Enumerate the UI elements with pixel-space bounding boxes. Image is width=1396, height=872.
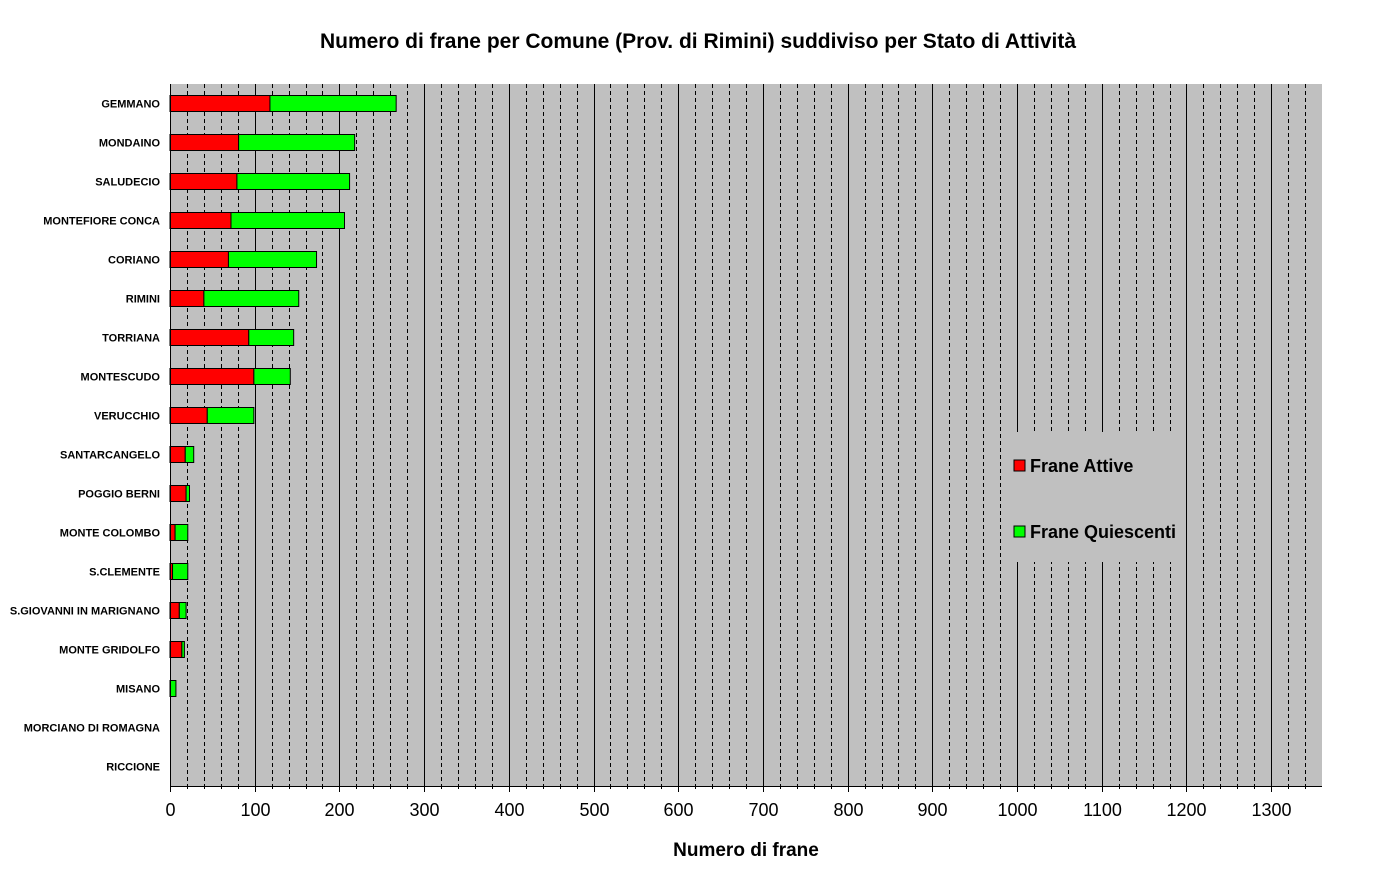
bar-quiescenti-5: [227, 251, 318, 268]
category-label: CORIANO: [108, 255, 160, 267]
bar-quiescenti-13: [172, 563, 189, 580]
x-tick-label: 1100: [1083, 800, 1122, 820]
category-label: SALUDECIO: [95, 177, 160, 189]
x-tick-label: 900: [917, 800, 947, 820]
bar-attive-9: [169, 407, 208, 424]
bar-attive-4: [169, 212, 232, 229]
legend-swatch: [1013, 459, 1026, 472]
category-label: SANTARCANGELO: [60, 450, 160, 462]
category-label: TORRIANA: [102, 333, 160, 345]
bar-quiescenti-6: [203, 290, 300, 307]
category-label: MONDAINO: [99, 138, 161, 150]
x-tick-label: 300: [409, 800, 439, 820]
bar-quiescenti-15: [181, 641, 185, 658]
category-label: POGGIO BERNI: [78, 489, 160, 501]
bar-attive-7: [169, 329, 250, 346]
x-tick-label: 1300: [1251, 800, 1291, 820]
bar-attive-14: [169, 602, 180, 619]
category-label: MONTE COLOMBO: [60, 528, 161, 540]
x-tick-label: 600: [663, 800, 693, 820]
x-tick-label: 100: [240, 800, 270, 820]
bar-attive-3: [169, 173, 238, 190]
bar-quiescenti-14: [178, 602, 187, 619]
legend-swatch: [1013, 525, 1026, 538]
x-tick-label: 400: [494, 800, 524, 820]
bar-attive-5: [169, 251, 229, 268]
bar-quiescenti-10: [184, 446, 195, 463]
legend-box: [1002, 432, 1186, 562]
x-tick-label: 1200: [1166, 800, 1206, 820]
category-label: MONTEFIORE CONCA: [43, 216, 160, 228]
bar-quiescenti-1: [269, 95, 397, 112]
bar-quiescenti-9: [206, 407, 255, 424]
bar-quiescenti-7: [248, 329, 295, 346]
legend: Frane Attive Frane Quiescenti: [1002, 432, 1186, 562]
bar-attive-10: [169, 446, 186, 463]
bar-attive-8: [169, 368, 255, 385]
bar-attive-11: [169, 485, 187, 502]
category-label: RIMINI: [126, 294, 160, 306]
axis-layer: [170, 84, 1322, 792]
bar-attive-15: [169, 641, 183, 658]
x-tick-label: 500: [579, 800, 609, 820]
category-label: S.GIOVANNI IN MARIGNANO: [10, 606, 161, 618]
bar-quiescenti-11: [185, 485, 190, 502]
category-label: VERUCCHIO: [94, 411, 160, 423]
category-labels: GEMMANO MONDAINO SALUDECIO MONTEFIORE CONCA…: [10, 99, 161, 774]
category-label: MONTESCUDO: [81, 372, 161, 384]
bar-attive-6: [169, 290, 205, 307]
x-axis-label: Numero di frane: [673, 840, 819, 861]
x-tick-label: 200: [324, 800, 354, 820]
bar-quiescenti-8: [253, 368, 291, 385]
category-label: MONTE GRIDOLFO: [59, 645, 160, 657]
x-tick-label: 800: [833, 800, 863, 820]
legend-label: Frane Quiescenti: [1030, 522, 1176, 542]
x-tick-label: 700: [748, 800, 778, 820]
bar-quiescenti-3: [236, 173, 351, 190]
bar-quiescenti-2: [238, 134, 356, 151]
bar-quiescenti-12: [174, 524, 189, 541]
category-label: MISANO: [116, 684, 160, 696]
legend-label: Frane Attive: [1030, 456, 1133, 476]
category-label: RICCIONE: [106, 762, 160, 774]
chart-title: Numero di frane per Comune (Prov. di Rim…: [319, 30, 1077, 53]
x-tick-label: 0: [165, 800, 175, 820]
bar-attive-1: [169, 95, 271, 112]
x-tick-label: 1000: [997, 800, 1037, 820]
category-label: GEMMANO: [101, 99, 160, 111]
x-tick-labels: 0 100 200 300 400 500 600 700 800 900 1000 1100 1200…: [165, 800, 1291, 820]
grid-layer: [187, 84, 1306, 786]
bar-quiescenti-4: [230, 212, 345, 229]
category-label: MORCIANO DI ROMAGNA: [24, 723, 160, 735]
category-label: S.CLEMENTE: [89, 567, 160, 579]
bars-layer: [169, 95, 397, 697]
bar-attive-2: [169, 134, 240, 151]
